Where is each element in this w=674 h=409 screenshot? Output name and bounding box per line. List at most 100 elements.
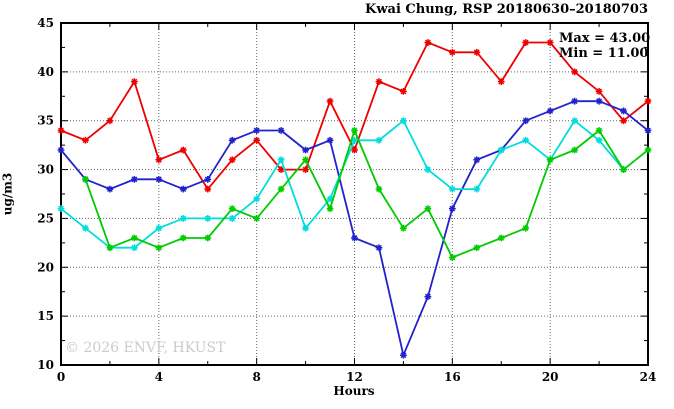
series-marker-day4-green bbox=[644, 146, 652, 154]
series-marker-day4-green bbox=[595, 127, 603, 134]
series-marker-day4-green bbox=[106, 244, 114, 252]
series-marker-day2-blue bbox=[620, 107, 627, 115]
series-marker-day4-green bbox=[351, 127, 358, 134]
series-marker-day4-green bbox=[473, 244, 481, 252]
y-tick-label: 25 bbox=[37, 211, 54, 225]
series-marker-day4-green bbox=[448, 254, 456, 261]
series-marker-day2-blue bbox=[448, 205, 456, 213]
x-tick-label: 0 bbox=[57, 370, 65, 384]
series-marker-day4-green bbox=[302, 156, 309, 164]
series-marker-day1-red bbox=[57, 127, 65, 134]
x-axis-label: Hours bbox=[333, 384, 375, 398]
series-marker-day1-red bbox=[448, 48, 456, 56]
series-marker-day1-red bbox=[375, 78, 383, 86]
series-marker-day2-blue bbox=[106, 185, 114, 193]
max-value-label: Max = 43.00 bbox=[559, 31, 651, 46]
min-value-label: Min = 11.00 bbox=[559, 46, 649, 61]
series-marker-day3-cyan bbox=[228, 215, 236, 222]
series-marker-day3-cyan bbox=[302, 224, 309, 232]
series-marker-day4-green bbox=[253, 215, 261, 222]
series-marker-day2-blue bbox=[57, 146, 65, 154]
series-marker-day3-cyan bbox=[351, 136, 358, 144]
x-tick-label: 8 bbox=[252, 370, 260, 384]
series-marker-day1-red bbox=[130, 78, 138, 86]
series-marker-day3-cyan bbox=[595, 136, 603, 144]
series-marker-day4-green bbox=[228, 205, 236, 213]
y-tick-label: 35 bbox=[37, 114, 54, 128]
series-marker-day2-blue bbox=[424, 293, 432, 300]
series-marker-day1-red bbox=[400, 88, 407, 95]
series-marker-day3-cyan bbox=[130, 244, 138, 252]
maxmin-annotation: Max = 43.00 Min = 11.00 bbox=[559, 31, 650, 61]
series-marker-day1-red bbox=[351, 146, 358, 154]
series-marker-day4-green bbox=[277, 185, 285, 193]
x-tick-label: 24 bbox=[640, 370, 657, 384]
series-marker-day2-blue bbox=[473, 156, 481, 164]
series-marker-day3-cyan bbox=[82, 224, 89, 232]
series-marker-day3-cyan bbox=[375, 136, 383, 144]
series-marker-day2-blue bbox=[228, 136, 236, 144]
series-marker-day1-red bbox=[302, 166, 309, 173]
series-marker-day2-blue bbox=[326, 136, 334, 144]
x-tick-label: 16 bbox=[444, 370, 461, 384]
series-marker-day2-blue bbox=[571, 97, 579, 105]
series-marker-day2-blue bbox=[644, 127, 652, 134]
series-marker-day3-cyan bbox=[326, 195, 334, 203]
series-marker-day3-cyan bbox=[204, 215, 212, 222]
series-marker-day1-red bbox=[179, 146, 187, 154]
series-marker-day3-cyan bbox=[571, 117, 579, 125]
series-marker-day4-green bbox=[155, 244, 163, 252]
x-tick-label: 20 bbox=[542, 370, 559, 384]
x-tick-label: 12 bbox=[346, 370, 363, 384]
series-marker-day2-blue bbox=[204, 175, 212, 183]
series-marker-day1-red bbox=[155, 156, 163, 164]
y-tick-label: 10 bbox=[37, 358, 54, 372]
y-tick-label: 15 bbox=[37, 309, 54, 323]
y-tick-label: 20 bbox=[37, 260, 54, 274]
series-marker-day2-blue bbox=[522, 117, 530, 125]
y-tick-label: 45 bbox=[37, 16, 54, 30]
series-marker-day2-blue bbox=[155, 175, 163, 183]
y-tick-label: 40 bbox=[37, 65, 54, 79]
series-marker-day1-red bbox=[473, 48, 481, 56]
series-marker-day1-red bbox=[424, 39, 432, 46]
series-marker-day4-green bbox=[522, 224, 530, 232]
series-marker-day3-cyan bbox=[473, 185, 481, 193]
series-marker-day2-blue bbox=[130, 175, 138, 183]
series-marker-day1-red bbox=[620, 117, 627, 125]
series-marker-day3-cyan bbox=[57, 205, 65, 213]
series-marker-day1-red bbox=[253, 136, 261, 144]
series-marker-day4-green bbox=[620, 166, 627, 173]
series-marker-day2-blue bbox=[179, 185, 187, 193]
series-marker-day2-blue bbox=[277, 127, 285, 134]
series-marker-day1-red bbox=[546, 39, 554, 46]
series-marker-day4-green bbox=[400, 224, 407, 232]
series-marker-day1-red bbox=[522, 39, 530, 46]
series-marker-day3-cyan bbox=[179, 215, 187, 222]
series-marker-day2-blue bbox=[351, 234, 358, 242]
series-line-day4-green bbox=[84, 129, 649, 259]
series-marker-day3-cyan bbox=[448, 185, 456, 193]
series-marker-day3-cyan bbox=[253, 195, 261, 203]
series-marker-day4-green bbox=[375, 185, 383, 193]
watermark: © 2026 ENVF, HKUST bbox=[65, 340, 226, 356]
series-marker-day4-green bbox=[204, 234, 212, 242]
series-marker-day3-cyan bbox=[155, 224, 163, 232]
series-marker-day4-green bbox=[497, 234, 505, 242]
chart-title: Kwai Chung, RSP 20180630–20180703 bbox=[365, 2, 648, 17]
series-marker-day1-red bbox=[204, 185, 212, 193]
series-marker-day2-blue bbox=[375, 244, 383, 252]
series-marker-day1-red bbox=[644, 97, 652, 105]
series-marker-day2-blue bbox=[546, 107, 554, 115]
series-marker-day2-blue bbox=[400, 351, 407, 359]
series-marker-day1-red bbox=[228, 156, 236, 164]
series-marker-day1-red bbox=[106, 117, 114, 125]
y-axis-label: ug/m3 bbox=[0, 172, 15, 216]
series-marker-day2-blue bbox=[253, 127, 261, 134]
series-marker-day1-red bbox=[326, 97, 334, 105]
series-marker-day1-red bbox=[497, 78, 505, 86]
series-marker-day4-green bbox=[130, 234, 138, 242]
series-marker-day4-green bbox=[82, 175, 89, 183]
series-marker-day3-cyan bbox=[497, 146, 505, 154]
